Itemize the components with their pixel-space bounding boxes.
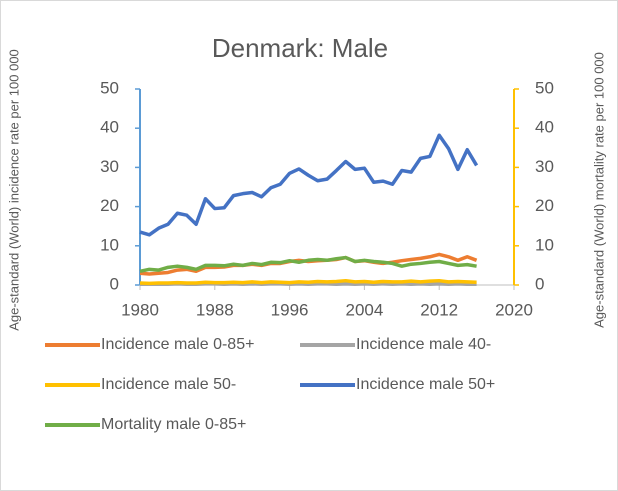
y2-tick-label: 50 xyxy=(535,78,554,97)
legend-label: Incidence male 50- xyxy=(101,376,236,393)
y-tick-label: 40 xyxy=(100,118,119,137)
y2-tick-label: 0 xyxy=(535,274,544,293)
y2-axis-title: Age-standard (World) mortality rate per … xyxy=(591,52,606,328)
x-tick-label: 2012 xyxy=(420,300,458,319)
y2-tick-label: 10 xyxy=(535,235,554,254)
y2-tick-label: 30 xyxy=(535,157,554,176)
chart-title: Denmark: Male xyxy=(212,33,388,63)
series-line xyxy=(139,133,479,237)
y-tick-label: 50 xyxy=(100,78,119,97)
y-tick-label: 10 xyxy=(100,235,119,254)
x-tick-label: 1996 xyxy=(271,300,309,319)
y-tick-label: 30 xyxy=(100,157,119,176)
y-tick-label: 20 xyxy=(100,196,119,215)
legend-label: Incidence male 40- xyxy=(356,336,491,353)
y-axis-title: Age-standard (World) incidence rate per … xyxy=(6,49,21,331)
legend-label: Incidence male 50+ xyxy=(356,376,495,393)
x-tick-label: 2004 xyxy=(345,300,383,319)
legend-label: Mortality male 0-85+ xyxy=(101,416,246,433)
series-line xyxy=(139,278,477,286)
series-line xyxy=(139,255,477,273)
x-tick-label: 1980 xyxy=(121,300,159,319)
legend-label: Incidence male 0-85+ xyxy=(101,336,254,353)
y2-tick-label: 40 xyxy=(535,118,554,137)
x-tick-label: 1988 xyxy=(196,300,234,319)
x-tick-label: 2020 xyxy=(495,300,533,319)
y2-tick-label: 20 xyxy=(535,196,554,215)
y-tick-label: 0 xyxy=(110,274,119,293)
